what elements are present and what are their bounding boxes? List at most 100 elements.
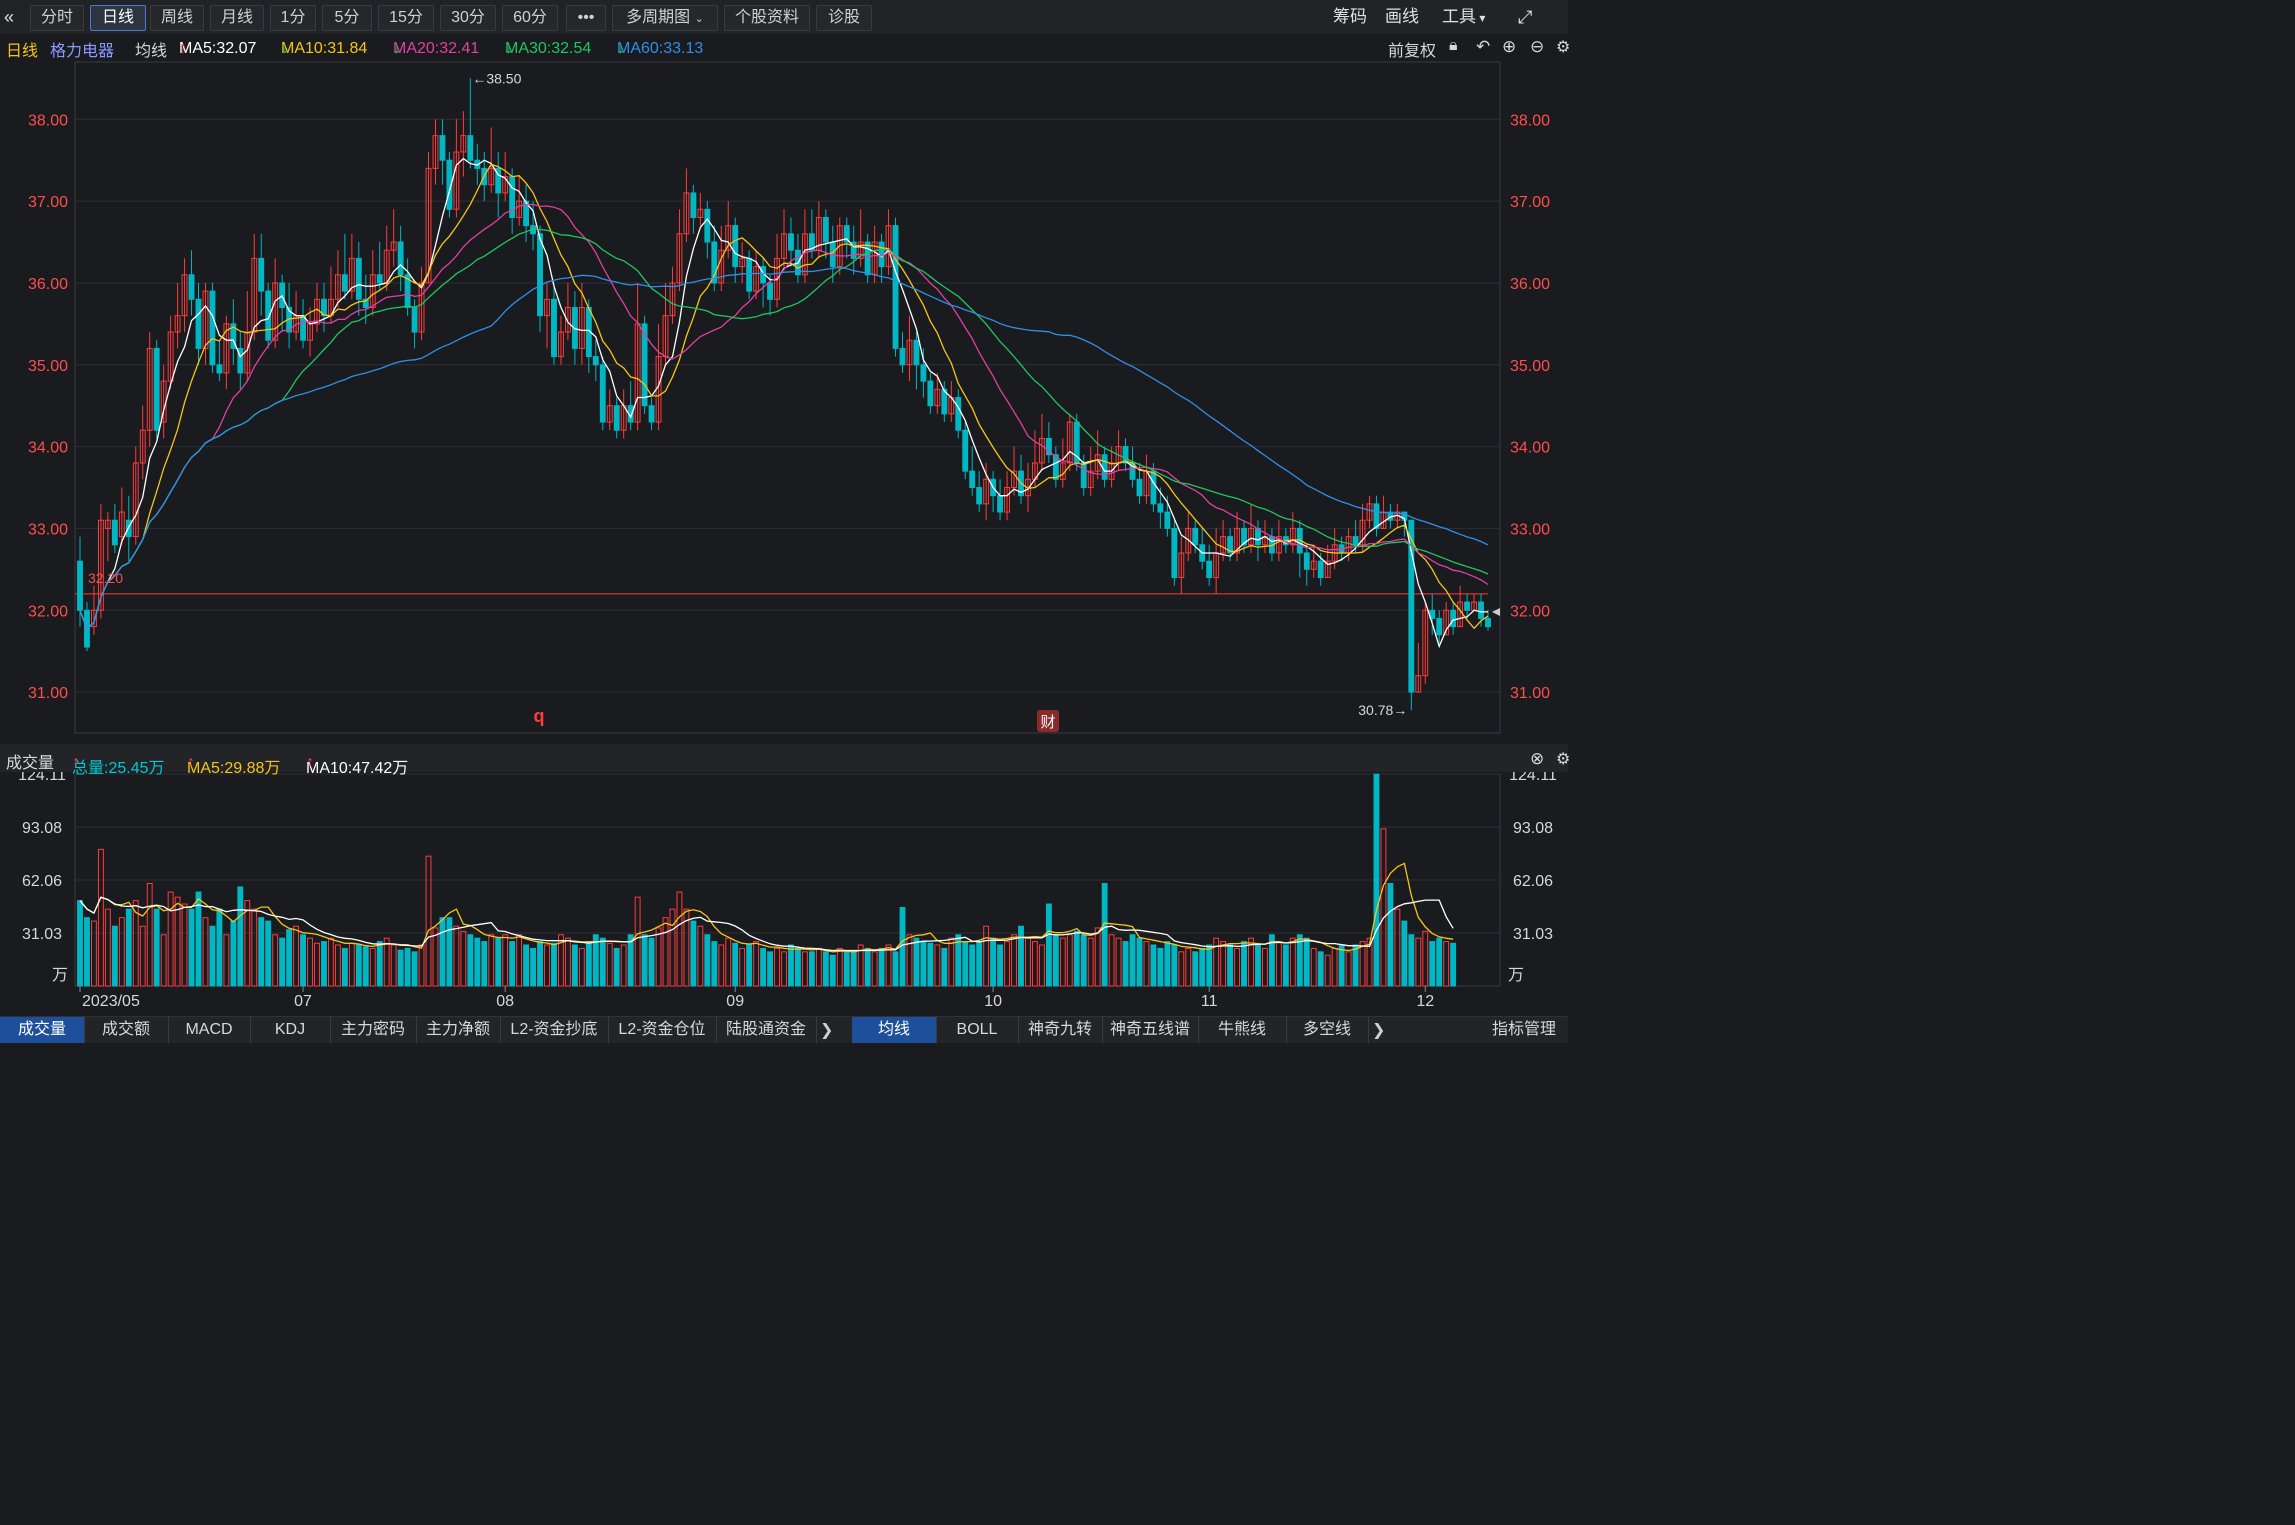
indicator-tab-left-3[interactable]: KDJ bbox=[250, 1017, 331, 1043]
candle-body bbox=[1192, 527, 1199, 546]
tab-period-5[interactable]: 5分 bbox=[322, 5, 372, 31]
arrow-down-icon: ↓ bbox=[281, 40, 289, 57]
volume-bar bbox=[725, 937, 732, 987]
candle-body bbox=[1478, 601, 1484, 619]
stock-name[interactable]: 格力电器 bbox=[50, 43, 115, 60]
expand-icon[interactable]: ⤢ bbox=[1518, 7, 1533, 27]
candle-body bbox=[551, 298, 557, 358]
indicator-tab-left-7[interactable]: L2-资金仓位 bbox=[608, 1017, 717, 1043]
volume-bar bbox=[495, 937, 502, 987]
arrow-up-icon: ↑ bbox=[179, 40, 187, 57]
tab-period-8[interactable]: 60分 bbox=[502, 5, 558, 31]
multi-period-button[interactable]: 多周期图 ⌄ bbox=[612, 5, 718, 31]
diagnose-button[interactable]: 诊股 bbox=[816, 5, 872, 31]
volume-bar bbox=[558, 934, 564, 987]
tools-button[interactable]: 工具 ▾ bbox=[1442, 5, 1485, 29]
volume-bar bbox=[272, 934, 279, 987]
indicator-tab-left-8[interactable]: 陆股通资金 bbox=[716, 1017, 817, 1043]
indicator-tab-right-1[interactable]: BOLL bbox=[936, 1017, 1019, 1043]
lock-icon[interactable]: 🔒︎ bbox=[1449, 37, 1458, 54]
price-tick-right: 38.00 bbox=[1510, 112, 1550, 129]
chevron-down-icon: ⌄ bbox=[694, 13, 704, 25]
kline-chart[interactable]: 31.00 32.00 33.00 34.00 35.00 36.00 37.00 38.00… bbox=[0, 0, 1568, 1042]
candle-body bbox=[376, 274, 383, 284]
back-icon[interactable]: « bbox=[4, 7, 15, 27]
volume-bar bbox=[251, 908, 258, 987]
more-button[interactable]: ••• bbox=[566, 5, 606, 31]
indicator-tab-left-2[interactable]: MACD bbox=[168, 1017, 251, 1043]
indicator-tab-right-2[interactable]: 神奇九转 bbox=[1018, 1017, 1103, 1043]
price-axis-right: 31.00 32.00 33.00 34.00 35.00 36.00 37.00 38.00 bbox=[1510, 112, 1550, 702]
zoom-out-icon[interactable]: ⊖ bbox=[1530, 37, 1545, 56]
volume-bar bbox=[955, 934, 962, 987]
indicator-info-bar: 日线 格力电器 均线 MA5:32.07 ↑ MA10:31.84 ↓ MA20:3… bbox=[0, 34, 1571, 60]
zoom-in-icon[interactable]: ⊕ bbox=[1502, 37, 1517, 56]
tab-period-6[interactable]: 15分 bbox=[378, 5, 434, 31]
chevron-right-icon[interactable]: ❯ bbox=[1372, 1022, 1386, 1039]
candle-body bbox=[411, 306, 418, 333]
candle-body bbox=[1164, 511, 1171, 529]
tab-period-3[interactable]: 月线 bbox=[210, 5, 264, 31]
volume-bar bbox=[627, 934, 634, 987]
price-tick-right: 37.00 bbox=[1510, 194, 1550, 211]
candle-body bbox=[1422, 609, 1429, 677]
settings-icon[interactable]: ⚙ bbox=[1556, 751, 1571, 768]
candle-body bbox=[1248, 527, 1254, 546]
volume-tick-right: 93.08 bbox=[1513, 820, 1553, 837]
volume-bar bbox=[1345, 951, 1352, 987]
indicator-tab-left-5[interactable]: 主力净额 bbox=[416, 1017, 501, 1043]
chip-distribution-button[interactable]: 筹码 bbox=[1333, 7, 1367, 26]
ma-label[interactable]: 均线 bbox=[135, 43, 168, 60]
indicator-tab-left-1[interactable]: 成交额 bbox=[84, 1017, 169, 1043]
volume-bar bbox=[920, 941, 927, 987]
tab-period-4[interactable]: 1分 bbox=[270, 5, 316, 31]
undo-icon[interactable]: ↶ bbox=[1476, 37, 1491, 56]
arrow-up-icon: ↑ bbox=[72, 754, 80, 771]
candle-body bbox=[927, 380, 934, 407]
volume-bar bbox=[418, 944, 425, 987]
draw-line-button[interactable]: 画线 bbox=[1385, 7, 1419, 26]
volume-bar bbox=[1422, 930, 1429, 987]
volume-bar bbox=[822, 951, 829, 987]
indicator-tab-right-3[interactable]: 神奇五线谱 bbox=[1102, 1017, 1199, 1043]
adjust-selector[interactable]: 前复权 bbox=[1388, 43, 1437, 60]
volume-bar bbox=[564, 937, 571, 987]
volume-bar bbox=[1408, 934, 1415, 987]
indicator-tab-left-4[interactable]: 主力密码 bbox=[330, 1017, 417, 1043]
tab-period-0[interactable]: 分时 bbox=[30, 5, 84, 31]
indicator-manage-button[interactable]: 指标管理 bbox=[1491, 1021, 1556, 1038]
indicator-tab-right-4[interactable]: 牛熊线 bbox=[1198, 1017, 1287, 1043]
indicator-tab-right-0[interactable]: 均线 bbox=[852, 1017, 937, 1043]
candle-body bbox=[885, 225, 892, 268]
indicator-tab-right-5[interactable]: 多空线 bbox=[1286, 1017, 1369, 1043]
tab-period-7[interactable]: 30分 bbox=[440, 5, 496, 31]
ma20-text: MA20:32.41 bbox=[393, 40, 480, 57]
candle-body bbox=[864, 241, 871, 276]
tab-period-2[interactable]: 周线 bbox=[150, 5, 204, 31]
chevron-right-icon[interactable]: ❯ bbox=[820, 1022, 834, 1039]
settings-icon[interactable]: ⚙ bbox=[1556, 39, 1571, 56]
volume-bar bbox=[1303, 937, 1310, 987]
volume-bar bbox=[209, 925, 216, 987]
price-tick-right: 36.00 bbox=[1510, 276, 1550, 293]
stock-info-button[interactable]: 个股资料 bbox=[724, 5, 810, 31]
candle-body bbox=[564, 306, 571, 333]
volume-bar bbox=[1324, 954, 1331, 987]
tab-period-1[interactable]: 日线 bbox=[90, 5, 146, 31]
candle-body bbox=[181, 274, 188, 317]
candle-body bbox=[341, 274, 348, 292]
volume-bar bbox=[160, 934, 167, 987]
volume-bar bbox=[906, 934, 913, 987]
price-tick-left: 37.00 bbox=[28, 194, 68, 211]
candle-body bbox=[537, 233, 543, 317]
candle-body bbox=[1080, 462, 1087, 489]
close-icon[interactable]: ⊗ bbox=[1530, 749, 1545, 768]
candle-body bbox=[1101, 454, 1108, 480]
indicator-tab-left-6[interactable]: L2-资金抄底 bbox=[500, 1017, 609, 1043]
ma60-line bbox=[79, 266, 1489, 630]
low-price-label: 30.78→ bbox=[1358, 702, 1407, 718]
candle-body bbox=[1234, 527, 1241, 554]
volume-bar bbox=[1087, 937, 1094, 987]
indicator-tab-left-0[interactable]: 成交量 bbox=[0, 1017, 85, 1043]
volume-bar bbox=[537, 941, 543, 987]
